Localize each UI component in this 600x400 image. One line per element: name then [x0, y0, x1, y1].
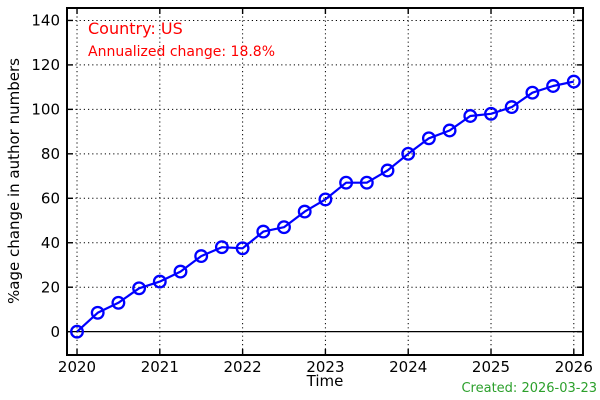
data-point-marker [525, 85, 540, 100]
data-point-marker [463, 109, 478, 123]
data-point-marker [214, 240, 229, 255]
data-point-marker [380, 163, 395, 178]
y-tick-label: 40 [41, 234, 60, 252]
data-point-marker [339, 175, 354, 190]
data-point-marker [401, 146, 416, 161]
data-point-marker [132, 281, 147, 296]
x-tick-label: 2024 [389, 358, 427, 376]
y-tick-label: 120 [31, 56, 60, 74]
y-tick-label: 100 [31, 101, 60, 119]
x-tick-label: 2026 [555, 358, 593, 376]
data-point-marker [318, 192, 333, 207]
y-tick-label: 0 [50, 323, 60, 341]
data-point-marker [421, 131, 436, 146]
y-tick-label: 20 [41, 278, 60, 296]
x-tick-label: 2022 [224, 358, 262, 376]
data-point-marker [566, 74, 581, 89]
plot-border [66, 7, 584, 356]
data-point-marker [256, 224, 271, 239]
data-point-marker [152, 274, 167, 289]
x-tick-label: 2025 [472, 358, 510, 376]
data-point-marker [484, 106, 498, 121]
data-point-marker [90, 305, 105, 320]
data-point-marker [504, 100, 519, 115]
data-point-marker [194, 249, 209, 264]
data-point-marker [546, 79, 561, 93]
x-axis-label: Time [306, 372, 344, 390]
y-axis-label: %age change in author numbers [5, 58, 23, 304]
data-point-marker [277, 220, 291, 235]
country-annotation: Country: US [88, 19, 183, 38]
created-date-label: Created: 2026-03-23 [461, 381, 597, 396]
data-point-marker [359, 175, 374, 190]
data-line [76, 80, 575, 333]
x-tick-label: 2020 [58, 358, 96, 376]
x-tick-label: 2023 [306, 358, 344, 376]
annualized-change-annotation: Annualized change: 18.8% [88, 44, 276, 60]
x-tick-label: 2021 [141, 358, 179, 376]
data-point-marker [297, 204, 312, 219]
data-point-marker [235, 241, 250, 256]
y-tick-label: 140 [31, 12, 60, 30]
data-point-marker [111, 295, 126, 310]
y-tick-label: 60 [41, 190, 60, 208]
data-point-marker [173, 264, 188, 279]
data-point-marker [442, 123, 457, 138]
data-point-marker [70, 324, 84, 339]
y-tick-label: 80 [41, 145, 60, 163]
